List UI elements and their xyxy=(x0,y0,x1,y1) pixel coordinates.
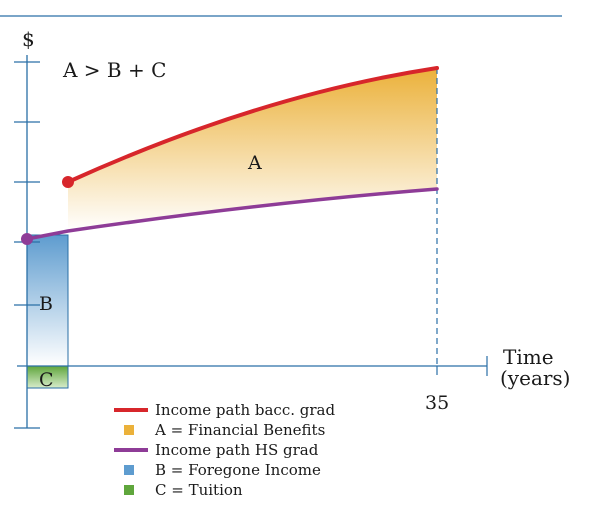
legend-label: Income path bacc. grad xyxy=(155,401,335,419)
hs-grad-start-point xyxy=(21,233,33,245)
legend-label: Income path HS grad xyxy=(155,441,319,459)
legend-label: C = Tuition xyxy=(155,481,243,499)
region-label-c: C xyxy=(39,369,54,391)
y-axis-label: $ xyxy=(22,27,35,51)
legend: Income path bacc. grad A = Financial Bene… xyxy=(114,401,335,499)
region-label-b: B xyxy=(39,293,53,315)
region-label-a: A xyxy=(247,152,262,174)
income-path-bacc-grad-line xyxy=(66,66,439,184)
bacc-grad-start-point xyxy=(62,176,74,188)
y-axis-ticks xyxy=(14,61,40,429)
legend-label: B = Foregone Income xyxy=(155,461,321,479)
legend-label: A = Financial Benefits xyxy=(154,421,325,439)
x-tick-label-35: 35 xyxy=(425,392,449,414)
x-axis-label-time: Time xyxy=(503,345,554,369)
legend-box-swatch xyxy=(124,485,134,495)
income-path-hs-grad-line xyxy=(25,187,439,241)
annotation-a-gt-b-plus-c: A > B + C xyxy=(62,58,166,82)
area-a-financial-benefits xyxy=(68,68,437,231)
x-axis-label-years: (years) xyxy=(500,366,571,390)
legend-box-swatch xyxy=(124,425,134,435)
legend-box-swatch xyxy=(124,465,134,475)
